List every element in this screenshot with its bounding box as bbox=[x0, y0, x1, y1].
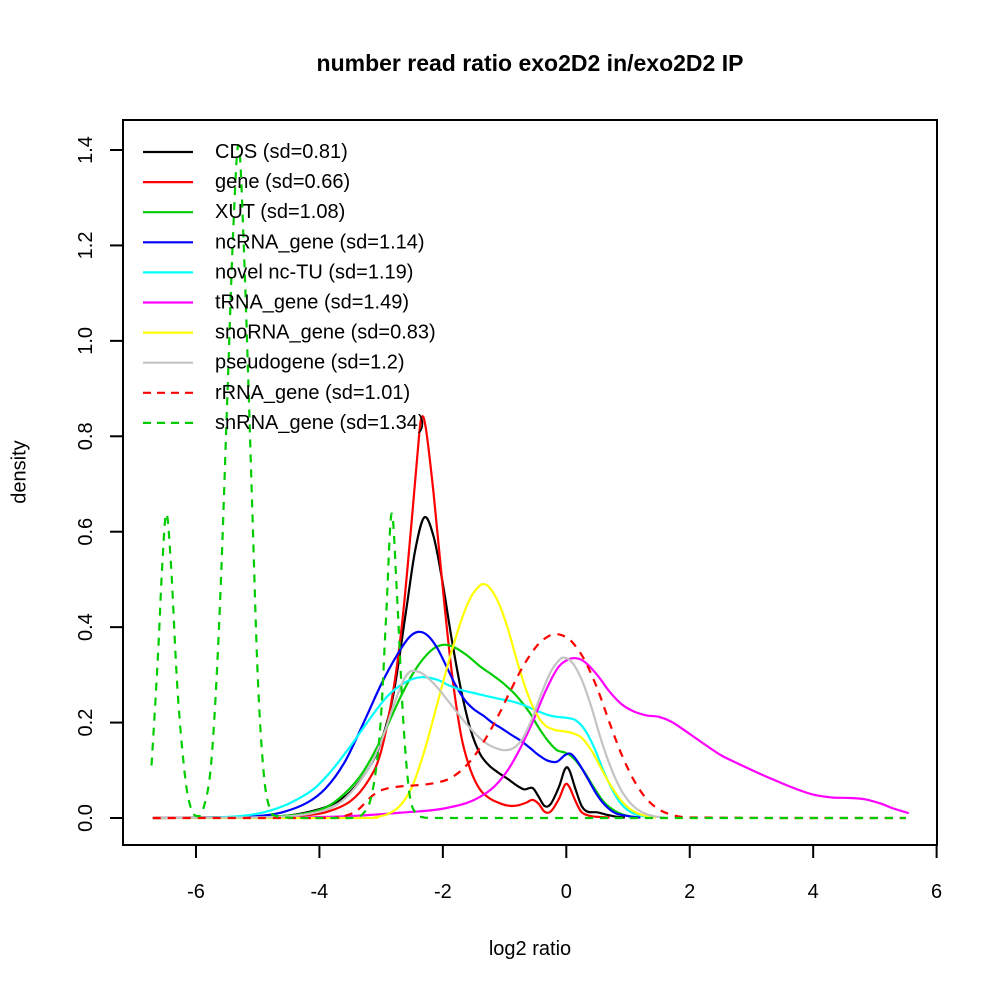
curve-snRNA-gene bbox=[150, 144, 906, 820]
y-tick-label: 0.8 bbox=[75, 422, 97, 450]
legend-label: pseudogene (sd=1.2) bbox=[215, 352, 405, 374]
y-tick-label: 0.6 bbox=[75, 518, 97, 546]
legend-label: ncRNA_gene (sd=1.14) bbox=[215, 231, 425, 253]
curve-gene bbox=[152, 415, 610, 820]
legend-item: tRNA_gene (sd=1.49) bbox=[143, 292, 409, 314]
legend-label: rRNA_gene (sd=1.01) bbox=[215, 382, 410, 404]
chart-title: number read ratio exo2D2 in/exo2D2 IP bbox=[316, 50, 744, 76]
legend-item: novel nc-TU (sd=1.19) bbox=[143, 261, 413, 283]
y-tick-label: 1.0 bbox=[75, 327, 97, 355]
legend-label: tRNA_gene (sd=1.49) bbox=[215, 292, 409, 314]
legend-label: novel nc-TU (sd=1.19) bbox=[215, 261, 413, 283]
legend-item: snRNA_gene (sd=1.34) bbox=[143, 412, 425, 434]
y-tick-label: 1.4 bbox=[75, 136, 97, 164]
x-tick-label: -6 bbox=[187, 881, 205, 903]
y-tick-label: 0.2 bbox=[75, 709, 97, 737]
x-tick-label: 2 bbox=[684, 881, 695, 903]
legend-label: CDS (sd=0.81) bbox=[215, 141, 348, 163]
y-tick-label: 1.2 bbox=[75, 232, 97, 260]
x-axis-title: log2 ratio bbox=[488, 938, 572, 960]
x-tick-label: 0 bbox=[561, 881, 572, 903]
legend-label: gene (sd=0.66) bbox=[215, 171, 350, 193]
y-tick-label: 0.4 bbox=[75, 613, 97, 641]
curves-layer bbox=[150, 144, 910, 820]
curve-rRNA-gene bbox=[152, 633, 906, 820]
x-tick-label: -2 bbox=[434, 881, 452, 903]
curve-novel-nc-TU bbox=[152, 676, 653, 820]
curve-ncRNA-gene bbox=[152, 630, 641, 820]
legend-label: snoRNA_gene (sd=0.83) bbox=[215, 322, 436, 344]
legend-item: CDS (sd=0.81) bbox=[143, 141, 348, 163]
legend-item: snoRNA_gene (sd=0.83) bbox=[143, 322, 436, 344]
legend-item: pseudogene (sd=1.2) bbox=[143, 352, 405, 374]
legend-item: rRNA_gene (sd=1.01) bbox=[143, 382, 410, 404]
x-tick-label: 6 bbox=[931, 881, 942, 903]
legend: CDS (sd=0.81) gene (sd=0.66) XUT (sd=1.08)… bbox=[143, 141, 436, 434]
x-tick-label: 4 bbox=[808, 881, 819, 903]
curve-snoRNA-gene bbox=[152, 583, 656, 820]
legend-item: XUT (sd=1.08) bbox=[143, 201, 345, 223]
curve-pseudogene bbox=[152, 656, 666, 820]
plot-box bbox=[122, 119, 938, 846]
legend-label: XUT (sd=1.08) bbox=[215, 201, 345, 223]
legend-label: snRNA_gene (sd=1.34) bbox=[215, 412, 425, 434]
legend-item: gene (sd=0.66) bbox=[143, 171, 350, 193]
y-tick-label: 0.0 bbox=[75, 804, 97, 832]
legend-item: ncRNA_gene (sd=1.14) bbox=[143, 231, 425, 253]
x-tick-label: -4 bbox=[311, 881, 329, 903]
axes-layer: -6 -4 -2 0 2 4 6 0.0 0.2 0.4 0.6 0.8 1.0 1.2 1.4 bbox=[75, 119, 942, 903]
curve-tRNA-gene bbox=[152, 657, 910, 820]
